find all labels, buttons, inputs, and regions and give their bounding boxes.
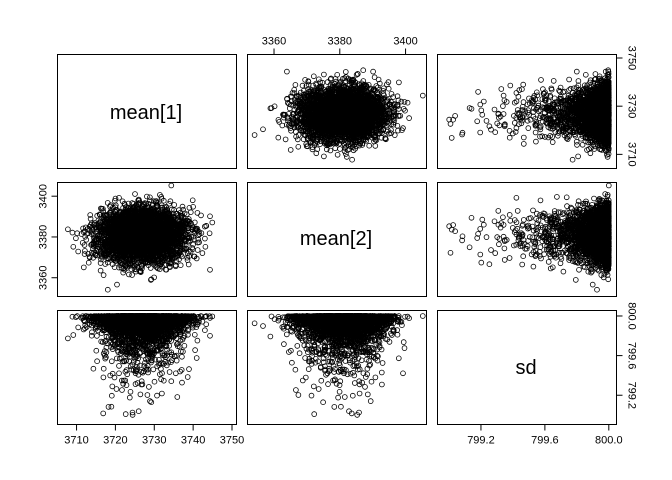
data-point (538, 77, 544, 83)
data-point (366, 142, 373, 149)
data-point (289, 90, 296, 96)
data-point (260, 126, 266, 133)
data-point (321, 71, 327, 78)
data-point (295, 144, 302, 150)
data-point (282, 136, 289, 143)
data-point (506, 134, 513, 141)
data-point (388, 91, 395, 97)
data-point (371, 74, 378, 80)
data-point (315, 76, 322, 83)
data-point (406, 115, 412, 121)
data-point (292, 82, 299, 88)
data-point (500, 92, 507, 99)
data-point (360, 67, 367, 73)
scatter-panel-r1-c3 (446, 67, 612, 163)
data-point (337, 146, 343, 152)
data-point (251, 132, 258, 138)
data-point (385, 85, 392, 92)
data-point (569, 156, 576, 163)
data-point (293, 129, 299, 135)
data-point (275, 134, 282, 141)
data-point (401, 99, 408, 105)
data-point (404, 99, 411, 106)
scatter-points-layer (65, 67, 612, 418)
data-point (334, 152, 341, 158)
data-point (396, 79, 402, 86)
data-point (349, 156, 355, 163)
data-point (332, 145, 339, 152)
data-point (370, 68, 376, 75)
data-point (474, 118, 481, 125)
data-point (310, 73, 317, 80)
data-point (419, 92, 426, 99)
scatter-panel-r1-c2 (251, 67, 426, 163)
data-point (321, 153, 327, 160)
data-point (279, 122, 286, 129)
data-point (448, 135, 455, 141)
data-point (302, 77, 308, 83)
data-point (334, 72, 341, 78)
data-point (343, 154, 350, 160)
data-point (342, 69, 349, 75)
data-point (284, 68, 290, 75)
data-point (287, 147, 294, 153)
